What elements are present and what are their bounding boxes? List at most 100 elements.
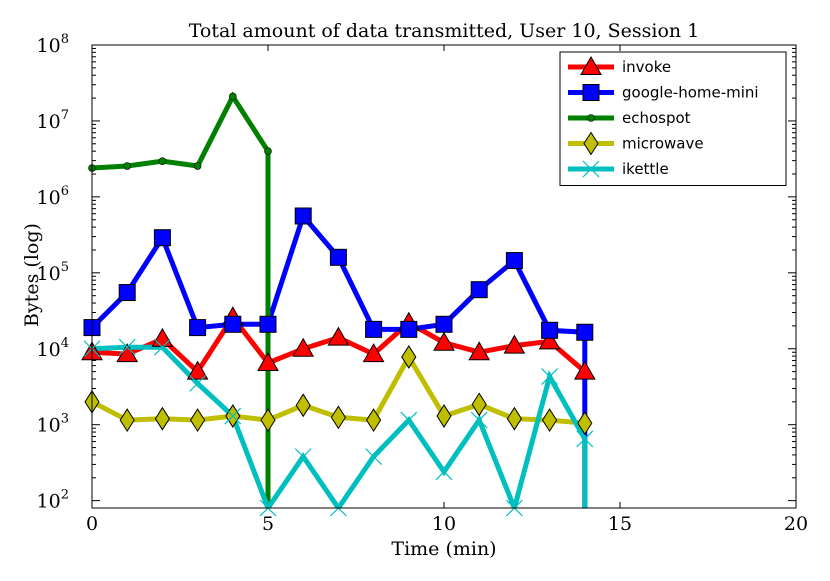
data-point-microwave bbox=[506, 406, 522, 431]
data-point-microwave bbox=[330, 405, 346, 430]
x-tick-label: 10 bbox=[432, 513, 456, 535]
data-point-invoke bbox=[327, 326, 350, 346]
data-point-ikettle bbox=[576, 430, 594, 448]
y-tick-base: 10 bbox=[37, 339, 61, 361]
data-point-ikettle bbox=[541, 368, 559, 386]
data-point-microwave bbox=[190, 408, 206, 433]
y-tick-label: 107 bbox=[37, 108, 69, 133]
legend-marker-microwave bbox=[583, 131, 599, 156]
data-point-ikettle bbox=[470, 411, 488, 429]
data-point-ikettle bbox=[224, 407, 242, 425]
y-tick-base: 10 bbox=[37, 263, 61, 285]
data-point-microwave bbox=[154, 406, 170, 431]
data-point-echospot bbox=[229, 92, 237, 101]
data-point-google-home-mini bbox=[470, 281, 488, 299]
data-point-google-home-mini bbox=[541, 321, 559, 339]
legend-label-echospot: echospot bbox=[622, 109, 691, 127]
data-point-ikettle bbox=[365, 448, 383, 466]
marker-layer bbox=[81, 92, 596, 517]
data-point-echospot bbox=[123, 162, 131, 170]
y-tick-exponent: 6 bbox=[61, 184, 69, 199]
series-line-ikettle bbox=[92, 344, 588, 508]
x-axis-ticks: 0 5 10 15 20 bbox=[86, 45, 808, 535]
data-point-google-home-mini bbox=[329, 248, 347, 266]
y-tick-label: 105 bbox=[37, 260, 69, 285]
data-point-invoke bbox=[503, 334, 526, 354]
y-tick-base: 10 bbox=[37, 187, 61, 209]
y-axis-label: Bytes (log) bbox=[21, 223, 43, 327]
y-tick-label: 103 bbox=[37, 412, 69, 437]
y-tick-exponent: 2 bbox=[61, 488, 69, 503]
data-point-ikettle bbox=[435, 463, 453, 481]
data-point-google-home-mini bbox=[153, 229, 171, 247]
data-point-microwave bbox=[471, 392, 487, 417]
data-point-microwave bbox=[577, 411, 593, 436]
data-point-microwave bbox=[366, 408, 382, 433]
data-point-google-home-mini bbox=[294, 207, 312, 225]
data-point-invoke bbox=[538, 330, 561, 350]
data-point-echospot bbox=[264, 147, 272, 155]
data-point-microwave bbox=[401, 345, 417, 369]
legend-label-invoke: invoke bbox=[622, 58, 671, 76]
y-tick-exponent: 7 bbox=[61, 108, 69, 123]
data-point-ikettle bbox=[153, 338, 171, 356]
plot-frame bbox=[91, 44, 797, 509]
y-tick-label: 104 bbox=[37, 336, 69, 361]
data-point-google-home-mini bbox=[435, 315, 453, 333]
y-tick-base: 10 bbox=[37, 491, 61, 513]
y-tick-label: 106 bbox=[37, 184, 69, 209]
data-point-google-home-mini bbox=[224, 315, 242, 333]
data-point-invoke bbox=[257, 351, 279, 371]
series-line-echospot bbox=[92, 91, 271, 508]
y-tick-base: 10 bbox=[37, 415, 61, 437]
data-point-invoke bbox=[433, 331, 455, 351]
x-tick-label: 20 bbox=[784, 513, 808, 535]
legend-label-microwave: microwave bbox=[622, 135, 704, 153]
chart-title: Total amount of data transmitted, User 1… bbox=[189, 20, 700, 42]
data-point-microwave bbox=[260, 408, 276, 433]
data-point-google-home-mini bbox=[259, 315, 277, 333]
legend-marker-ikettle bbox=[582, 160, 600, 178]
data-point-invoke bbox=[362, 343, 385, 363]
legend-marker-invoke bbox=[580, 55, 602, 75]
data-point-invoke bbox=[186, 360, 209, 380]
data-point-ikettle bbox=[400, 411, 418, 429]
y-tick-label: 102 bbox=[37, 488, 69, 513]
y-tick-exponent: 8 bbox=[61, 32, 69, 47]
data-point-google-home-mini bbox=[576, 323, 594, 341]
data-point-invoke bbox=[151, 327, 174, 347]
data-point-microwave bbox=[295, 393, 311, 418]
data-point-google-home-mini bbox=[505, 252, 523, 270]
legend-marker-echospot bbox=[587, 114, 595, 122]
legend-marker-google-home-mini bbox=[582, 84, 600, 101]
data-point-echospot bbox=[158, 157, 167, 166]
data-point-google-home-mini bbox=[118, 284, 136, 302]
data-point-invoke bbox=[573, 360, 596, 380]
x-tick-label: 5 bbox=[262, 513, 274, 535]
y-tick-exponent: 4 bbox=[61, 336, 69, 351]
y-tick-base: 10 bbox=[37, 111, 61, 133]
legend: invoke google-home-mini echospot microwave i… bbox=[559, 51, 787, 186]
y-tick-exponent: 3 bbox=[61, 412, 69, 427]
y-tick-label: 108 bbox=[37, 32, 69, 57]
y-tick-base: 10 bbox=[37, 35, 61, 57]
data-point-google-home-mini bbox=[365, 320, 383, 338]
data-point-invoke bbox=[468, 341, 491, 361]
data-point-microwave bbox=[119, 408, 135, 433]
legend-label-google-home-mini: google-home-mini bbox=[622, 84, 759, 102]
x-tick-label: 15 bbox=[608, 513, 632, 535]
data-point-ikettle bbox=[294, 448, 312, 466]
data-point-google-home-mini bbox=[400, 320, 418, 338]
data-point-echospot bbox=[193, 162, 202, 170]
x-tick-label: 0 bbox=[86, 513, 98, 535]
data-point-invoke bbox=[292, 337, 315, 357]
data-point-microwave bbox=[542, 408, 558, 433]
series-line-google-home-mini bbox=[92, 210, 588, 508]
legend-label-ikettle: ikettle bbox=[622, 160, 669, 178]
x-axis-label: Time (min) bbox=[391, 538, 496, 560]
data-point-google-home-mini bbox=[189, 319, 207, 337]
data-point-ikettle bbox=[189, 374, 207, 392]
data-point-ikettle bbox=[118, 338, 136, 356]
